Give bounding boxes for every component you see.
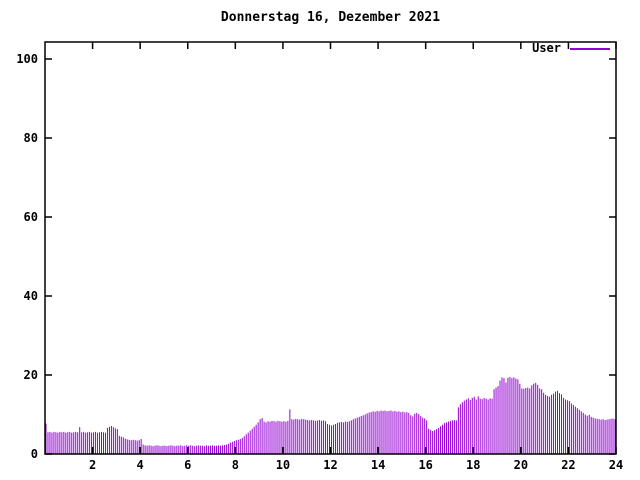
x-tick-label: 2: [89, 458, 96, 472]
x-tick-label: 20: [514, 458, 528, 472]
x-tick-label: 22: [561, 458, 575, 472]
x-tick-label: 12: [323, 458, 337, 472]
y-tick-label: 20: [24, 368, 38, 382]
x-tick-label: 16: [418, 458, 432, 472]
legend-line-sample: [570, 47, 610, 50]
x-tick-label: 8: [232, 458, 239, 472]
y-tick-label: 40: [24, 289, 38, 303]
x-tick-label: 4: [137, 458, 144, 472]
y-tick-label: 60: [24, 210, 38, 224]
plot-frame: [44, 41, 617, 455]
y-tick-label: 0: [31, 447, 38, 461]
legend-label: User: [532, 41, 561, 55]
x-tick-label: 14: [371, 458, 385, 472]
legend: User: [532, 42, 610, 55]
x-tick-label: 10: [276, 458, 290, 472]
y-tick-label: 80: [24, 131, 38, 145]
x-tick-label: 18: [466, 458, 480, 472]
x-tick-label: 24: [609, 458, 623, 472]
x-tick-label: 6: [184, 458, 191, 472]
chart-title: Donnerstag 16, Dezember 2021: [220, 10, 441, 25]
y-tick-label: 100: [16, 52, 38, 66]
